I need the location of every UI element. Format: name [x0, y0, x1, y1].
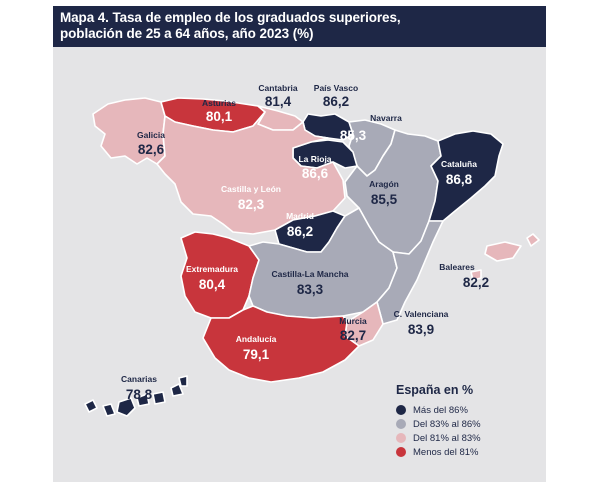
region-value-murcia: 82,7 — [340, 328, 366, 343]
region-value-andalucia: 79,1 — [243, 347, 270, 362]
region-name-baleares: Baleares — [439, 262, 475, 272]
region-name-cataluna: Cataluña — [441, 159, 477, 169]
region-value-madrid: 86,2 — [287, 224, 313, 239]
legend-item-low: Menos del 81% — [396, 445, 481, 459]
region-shape-canarias-6 — [178, 375, 188, 387]
region-value-castilla-y-leon: 82,3 — [238, 197, 265, 212]
region-shape-cataluna — [428, 130, 504, 222]
region-name-murcia: Murcia — [339, 316, 367, 326]
region-shape-baleares-1 — [526, 233, 540, 247]
region-shape-castilla-y-leon — [156, 111, 346, 235]
title-line-2: población de 25 a 64 años, año 2023 (%) — [60, 26, 314, 41]
legend-label: Del 83% al 86% — [413, 418, 481, 430]
region-value-castilla-la-mancha: 83,3 — [297, 282, 324, 297]
region-c-valenciana — [376, 220, 444, 325]
region-shape-canarias-1 — [102, 403, 116, 417]
legend-swatch-low — [396, 447, 406, 457]
region-castilla-y-leon — [156, 111, 346, 235]
region-extremadura — [180, 231, 260, 319]
region-name-canarias: Canarias — [121, 374, 157, 384]
region-value-pais-vasco: 86,2 — [323, 94, 349, 109]
region-name-andalucia: Andalucía — [236, 334, 277, 344]
legend-label: Más del 86% — [413, 404, 468, 416]
region-shape-canarias-4 — [152, 391, 166, 405]
region-name-castilla-y-leon: Castilla y León — [221, 184, 281, 194]
region-name-extremadura: Extremadura — [186, 264, 238, 274]
region-name-pais-vasco: País Vasco — [314, 83, 358, 93]
region-value-cantabria: 81,4 — [265, 94, 292, 109]
region-name-madrid: Madrid — [286, 211, 314, 221]
region-canarias — [84, 375, 188, 417]
region-baleares — [470, 233, 540, 281]
region-andalucia — [202, 305, 360, 383]
legend-swatch-upper-mid — [396, 419, 406, 429]
region-value-cataluna: 86,8 — [446, 172, 473, 187]
title-line-1: Mapa 4. Tasa de empleo de los graduados … — [60, 10, 401, 25]
legend: España en % Más del 86% Del 83% al 86% D… — [396, 383, 481, 459]
region-value-asturias: 80,1 — [206, 109, 233, 124]
region-name-c-valenciana: C. Valenciana — [394, 309, 449, 319]
region-shape-canarias — [84, 399, 98, 413]
region-name-galicia: Galicia — [137, 130, 165, 140]
legend-title: España en % — [396, 383, 474, 397]
region-shape-c-valenciana — [376, 220, 444, 325]
region-name-la-rioja: La Rioja — [298, 154, 331, 164]
legend-swatch-lower-mid — [396, 433, 406, 443]
region-value-galicia: 82,6 — [138, 142, 165, 157]
region-name-asturias: Asturias — [202, 98, 236, 108]
legend-item-high: Más del 86% — [396, 403, 481, 417]
region-value-canarias: 78,8 — [126, 387, 153, 402]
region-name-cantabria: Cantabria — [258, 83, 297, 93]
region-shape-canarias-3 — [136, 393, 150, 407]
region-shape-baleares — [484, 241, 522, 262]
region-name-aragon: Aragón — [369, 179, 399, 189]
region-cataluna — [428, 130, 504, 222]
region-shape-extremadura — [180, 231, 260, 319]
region-name-navarra: Navarra — [370, 113, 402, 123]
region-value-aragon: 85,5 — [371, 192, 398, 207]
region-value-baleares: 82,2 — [463, 275, 489, 290]
legend-swatch-high — [396, 405, 406, 415]
region-value-extremadura: 80,4 — [199, 277, 226, 292]
region-value-navarra: 85,3 — [340, 128, 367, 143]
map-figure: Mapa 4. Tasa de empleo de los graduados … — [53, 6, 546, 482]
region-shape-canarias-5 — [170, 383, 184, 397]
legend-item-upper-mid: Del 83% al 86% — [396, 417, 481, 431]
region-shape-canarias-2 — [116, 397, 136, 417]
region-value-c-valenciana: 83,9 — [408, 322, 434, 337]
legend-item-lower-mid: Del 81% al 83% — [396, 431, 481, 445]
region-value-la-rioja: 86,6 — [302, 166, 329, 181]
legend-label: Del 81% al 83% — [413, 432, 481, 444]
legend-label: Menos del 81% — [413, 446, 479, 458]
region-name-castilla-la-mancha: Castilla-La Mancha — [272, 269, 349, 279]
title-bar: Mapa 4. Tasa de empleo de los graduados … — [53, 6, 546, 47]
region-shape-andalucia — [202, 305, 360, 383]
region-shape-baleares-2 — [470, 269, 482, 281]
